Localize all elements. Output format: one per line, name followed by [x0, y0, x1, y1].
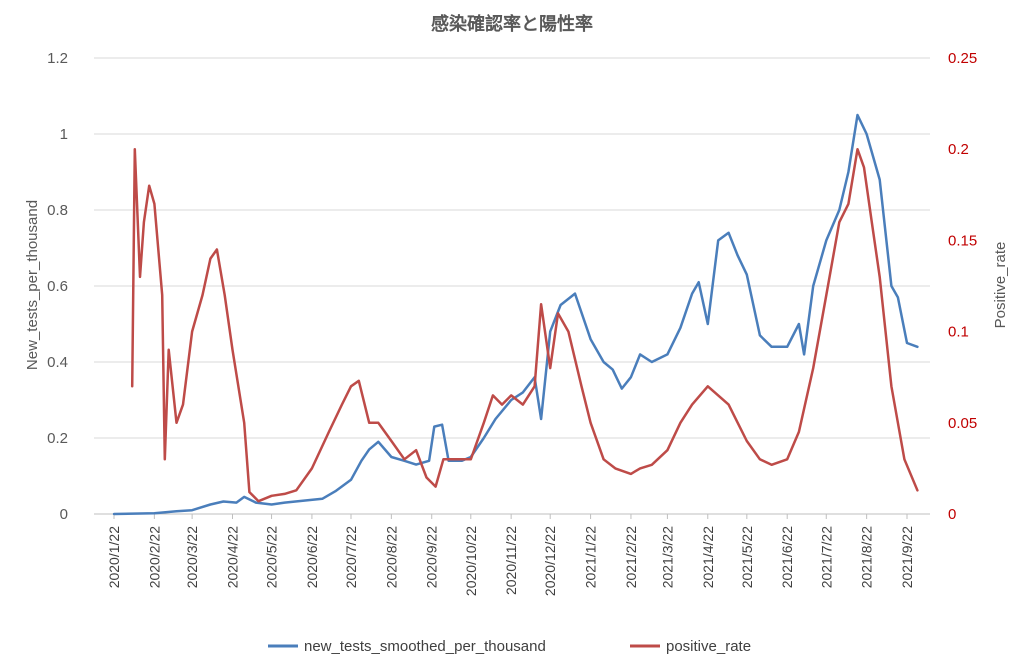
- left-tick-label: 0.8: [47, 202, 68, 219]
- x-tick-label: 2021/7/22: [818, 526, 834, 588]
- x-tick-label: 2021/2/22: [623, 526, 639, 588]
- left-y-axis: 0 0.2 0.4 0.6 0.8 1 1.2: [47, 50, 68, 523]
- x-tick-label: 2020/3/22: [184, 526, 200, 588]
- x-tick-label: 2021/9/22: [899, 526, 915, 588]
- x-tick-label: 2020/8/22: [383, 526, 399, 588]
- x-tick-label: 2020/9/22: [424, 526, 440, 588]
- right-tick-label: 0: [948, 506, 956, 523]
- legend-label: new_tests_smoothed_per_thousand: [304, 638, 546, 655]
- right-tick-label: 0.15: [948, 232, 977, 249]
- right-tick-label: 0.1: [948, 324, 969, 341]
- chart-title: 感染確認率と陽性率: [431, 13, 593, 35]
- x-tick-label: 2021/5/22: [739, 526, 755, 588]
- x-tick-label: 2020/4/22: [224, 526, 240, 588]
- legend: new_tests_smoothed_per_thousand positive_…: [268, 638, 751, 655]
- x-tick-label: 2020/6/22: [304, 526, 320, 588]
- x-tick-label: 2021/6/22: [779, 526, 795, 588]
- right-axis-title: Positive_rate: [992, 242, 1009, 329]
- left-tick-label: 0.4: [47, 354, 68, 371]
- left-tick-label: 0: [60, 506, 68, 523]
- left-tick-label: 0.6: [47, 278, 68, 295]
- x-tick-label: 2021/1/22: [583, 526, 599, 588]
- x-tick-label: 2021/4/22: [700, 526, 716, 588]
- x-tick-label: 2020/11/22: [503, 526, 519, 595]
- right-tick-label: 0.25: [948, 50, 977, 67]
- left-tick-label: 1.2: [47, 50, 68, 67]
- series-line-new-tests-smoothed-per-thousand: [112, 113, 919, 516]
- legend-label: positive_rate: [666, 638, 751, 655]
- right-tick-label: 0.2: [948, 141, 969, 158]
- x-tick-label: 2020/1/22: [106, 526, 122, 588]
- series-line-positive-rate: [130, 147, 919, 503]
- x-tick-label: 2020/12/22: [542, 526, 558, 596]
- x-tick-label: 2020/10/22: [463, 526, 479, 596]
- x-tick-label: 2020/7/22: [343, 526, 359, 588]
- gridlines: [94, 57, 930, 515]
- right-y-axis: 0 0.05 0.1 0.15 0.2 0.25: [948, 50, 977, 523]
- series-lines: [112, 113, 919, 516]
- right-tick-label: 0.05: [948, 415, 977, 432]
- x-axis: 2020/1/22 2020/2/22 2020/3/22 2020/4/22 2020…: [106, 514, 915, 596]
- x-tick-label: 2020/5/22: [264, 526, 280, 588]
- x-tick-label: 2021/3/22: [659, 526, 675, 588]
- left-axis-title: New_tests_per_thousand: [24, 200, 41, 370]
- left-tick-label: 0.2: [47, 430, 68, 447]
- x-tick-label: 2020/2/22: [146, 526, 162, 588]
- left-tick-label: 1: [60, 126, 68, 143]
- x-tick-label: 2021/8/22: [859, 526, 875, 588]
